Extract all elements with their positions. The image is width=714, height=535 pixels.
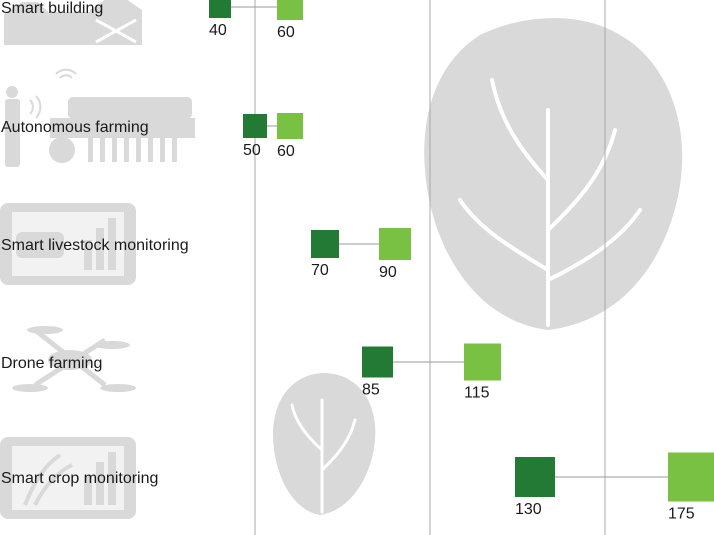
high-value-marker — [277, 113, 303, 139]
category-row: Autonomous farming 50 60 — [1, 113, 303, 160]
high-value-marker — [464, 343, 501, 381]
category-label: Smart building — [1, 0, 103, 17]
lettuce-illustration — [424, 18, 683, 330]
low-value-marker — [362, 346, 393, 378]
lettuce-illustration — [272, 372, 376, 515]
category-row: Drone farming 85 115 — [1, 343, 501, 402]
low-value-marker — [515, 457, 555, 497]
category-label: Drone farming — [1, 355, 102, 372]
category-row: Smart livestock monitoring 70 90 — [1, 228, 411, 281]
high-value-label: 90 — [379, 264, 397, 281]
low-value-label: 85 — [362, 382, 380, 399]
barn-icon — [4, 0, 142, 45]
high-value-marker — [277, 0, 303, 20]
background-illustrations — [272, 18, 683, 515]
category-label: Autonomous farming — [1, 119, 149, 136]
low-value-marker — [209, 0, 231, 18]
category-label: Smart livestock monitoring — [1, 237, 189, 254]
high-value-marker — [379, 228, 411, 260]
low-value-label: 40 — [209, 22, 227, 39]
drone-icon — [12, 326, 136, 392]
category-row: Smart crop monitoring 130 175 — [1, 452, 714, 523]
farmer-tractor-icon — [5, 68, 195, 167]
high-value-label: 60 — [277, 143, 295, 160]
high-value-label: 175 — [668, 506, 695, 523]
crop-tablet-icon — [0, 437, 136, 519]
category-label: Smart crop monitoring — [1, 470, 158, 487]
high-value-label: 115 — [464, 385, 490, 402]
data-marks: Smart building 40 60 Autonomous farming 50 60… — [1, 0, 714, 523]
high-value-label: 60 — [277, 24, 295, 41]
gridlines — [254, 0, 606, 535]
low-value-marker — [243, 114, 267, 138]
low-value-marker — [311, 230, 339, 258]
category-icons — [0, 0, 195, 519]
cow-tablet-icon — [0, 203, 136, 285]
category-row: Smart building 40 60 — [1, 0, 303, 41]
high-value-marker — [668, 452, 714, 502]
low-value-label: 130 — [515, 501, 542, 518]
low-value-label: 50 — [243, 142, 261, 159]
low-value-label: 70 — [311, 262, 329, 279]
